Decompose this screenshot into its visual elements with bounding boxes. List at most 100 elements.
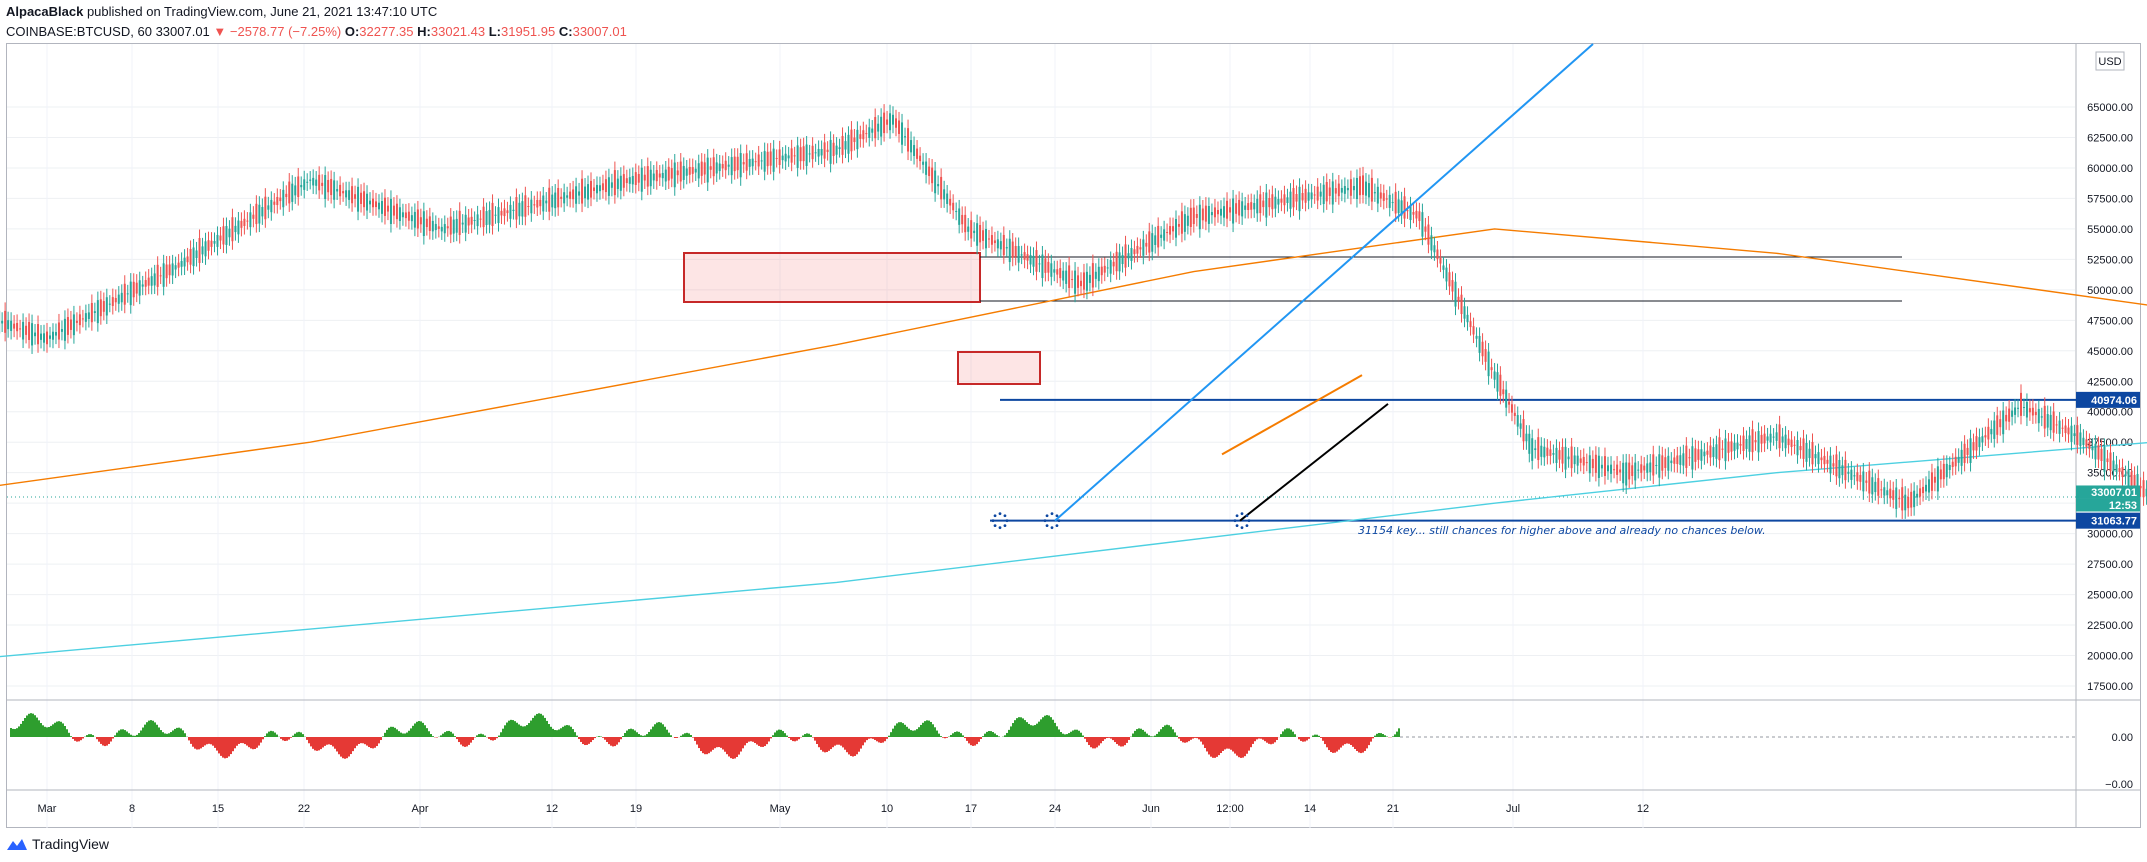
candle-body [2017,407,2020,409]
candle-body [527,206,530,208]
histogram-bar [1128,737,1130,740]
candle-body [324,175,327,199]
histogram-bar [392,726,394,737]
candle-body [1832,463,1835,467]
histogram-bar [176,727,178,737]
histogram-bar [1138,728,1140,737]
y-tick-label: 17500.00 [2087,681,2133,693]
candle-body [715,162,718,174]
histogram-bar [16,728,18,737]
candle-body [1775,432,1778,441]
histogram-bar [1376,733,1378,737]
histogram-bar [336,737,338,752]
candle-body [1301,192,1304,201]
candle-body [1487,351,1490,377]
histogram-bar [1154,735,1156,737]
marker-dot [1050,526,1054,530]
histogram-bar [192,737,194,747]
candle-body [1014,245,1017,257]
histogram-bar [570,726,572,737]
histogram-bar [802,735,804,737]
histogram-bar [1378,732,1380,737]
histogram-bar [530,720,532,737]
author-name[interactable]: AlpacaBlack [6,4,84,19]
histogram-bar [1048,715,1050,737]
histogram-bar [1216,737,1218,757]
candle-body [1667,455,1670,471]
candle-body [987,238,990,240]
histogram-bar [18,726,20,737]
candle-body [1823,455,1826,465]
candle-body [1691,446,1694,470]
histogram-bar [298,731,300,737]
histogram-bar [134,735,136,737]
candle-body [443,224,446,234]
candle-body [1634,462,1637,481]
histogram-bar [554,730,556,737]
candle-body [2094,443,2097,460]
histogram-bar [528,723,530,737]
histogram-bar [1368,737,1370,746]
candle-body [1567,456,1570,460]
candle-body [1505,389,1508,408]
candle-body [1715,444,1718,459]
histogram-bar [288,737,290,740]
candle-body [129,281,132,306]
candle-body [1280,198,1283,203]
candle-body [856,129,859,150]
histogram-bar [1094,737,1096,749]
histogram-bar [306,737,308,740]
candle-body [428,216,431,231]
histogram-bar [702,737,704,754]
candle-body [1643,465,1646,471]
candle-body [1886,490,1889,496]
histogram-bar [1372,737,1374,739]
candle-body [1730,441,1733,452]
candle-body [946,193,949,204]
candle-body [291,183,294,202]
histogram-bar [492,737,494,741]
footer-brand[interactable]: TradingView [32,836,110,852]
histogram-bar [1384,735,1386,737]
histogram-bar [614,737,616,747]
candle-body [1727,441,1730,453]
candle-body [1035,250,1038,272]
histogram-bar [550,726,552,737]
candle-body [288,181,291,204]
candle-body [386,205,389,212]
candle-body [1115,251,1118,272]
candle-body [610,182,613,188]
histogram-bar [780,729,782,737]
candle-body [2121,467,2124,478]
histogram-bar [1126,737,1128,743]
tradingview-logo-icon[interactable] [6,836,28,852]
histogram-bar [102,737,104,746]
candle-body [901,122,904,145]
histogram-bar [1268,737,1270,744]
candle-body [566,195,569,198]
histogram-bar [1172,729,1174,737]
candle-body [1439,258,1442,264]
histogram-bar [700,737,702,752]
candle-body [195,250,198,259]
candle-body [327,179,330,193]
candle-body [805,144,808,167]
histogram-bar [428,731,430,737]
candle-body [1277,198,1280,205]
histogram-bar [32,713,34,737]
candle-body [452,219,455,234]
candle-body [595,184,598,194]
histogram-bar [236,737,238,746]
candle-body [28,321,31,340]
histogram-bar [1136,729,1138,737]
candle-body [1502,389,1505,395]
histogram-bar [730,737,732,759]
candle-body [306,181,309,183]
x-tick-label: 21 [1387,803,1399,815]
x-tick-label: 12:00 [1216,803,1244,815]
histogram-bar [490,737,492,741]
histogram-bar [500,732,502,737]
histogram-bar [432,736,434,737]
candle-body [1534,448,1537,451]
